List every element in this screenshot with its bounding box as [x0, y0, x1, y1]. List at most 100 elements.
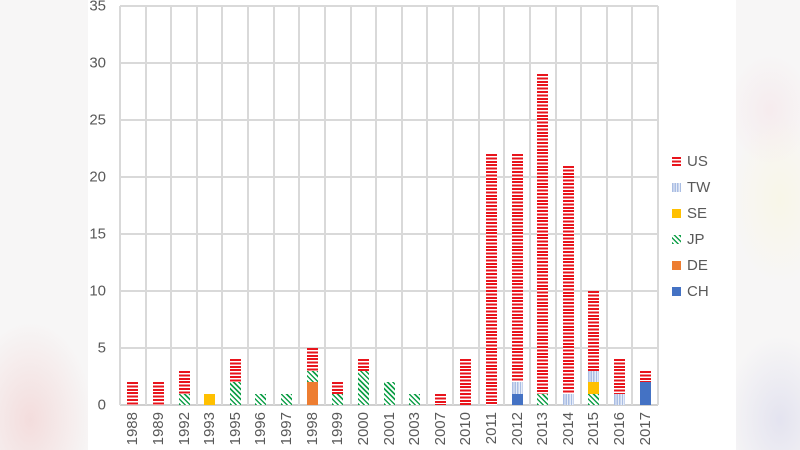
gridline-horizontal — [120, 290, 658, 292]
bar-2012[interactable] — [511, 154, 523, 405]
bar-2003[interactable] — [409, 393, 421, 405]
legend-label: JP — [687, 230, 705, 248]
bar-segment-us[interactable] — [178, 370, 190, 394]
bar-2000[interactable] — [357, 359, 369, 405]
gridline-horizontal — [120, 5, 658, 7]
gridline-horizontal — [120, 119, 658, 121]
x-tick-label: 2016 — [611, 412, 629, 446]
x-tick-label: 2017 — [636, 412, 654, 446]
bar-1989[interactable] — [152, 382, 164, 405]
bar-segment-jp[interactable] — [357, 370, 369, 405]
bar-segment-us[interactable] — [127, 382, 139, 405]
x-tick-label: 2003 — [406, 412, 424, 446]
bar-segment-jp[interactable] — [332, 393, 344, 405]
bar-2007[interactable] — [434, 393, 446, 405]
bar-1997[interactable] — [281, 393, 293, 405]
bar-segment-us[interactable] — [306, 348, 318, 371]
gridline-vertical — [170, 6, 173, 405]
bar-segment-us[interactable] — [562, 165, 574, 394]
bar-1988[interactable] — [127, 382, 139, 405]
bar-1998[interactable] — [306, 348, 318, 405]
bar-1995[interactable] — [229, 359, 241, 405]
legend-item-ch[interactable]: CH — [672, 278, 710, 304]
legend-swatch-icon — [672, 182, 681, 192]
bar-segment-us[interactable] — [229, 359, 241, 383]
y-tick-label: 30 — [89, 54, 106, 72]
bar-segment-us[interactable] — [332, 382, 344, 394]
bar-1999[interactable] — [332, 382, 344, 405]
bar-2011[interactable] — [485, 154, 497, 405]
gridline-vertical — [528, 6, 531, 405]
bar-segment-tw[interactable] — [614, 393, 626, 405]
bar-segment-ch[interactable] — [639, 382, 651, 405]
bar-segment-tw[interactable] — [562, 393, 574, 405]
y-tick-label: 35 — [89, 0, 106, 15]
bar-2014[interactable] — [562, 165, 574, 405]
gridline-horizontal — [120, 233, 658, 235]
legend-item-jp[interactable]: JP — [672, 226, 710, 252]
bar-segment-jp[interactable] — [229, 382, 241, 405]
bar-segment-us[interactable] — [357, 359, 369, 371]
bar-segment-jp[interactable] — [537, 393, 549, 405]
bar-segment-jp[interactable] — [383, 382, 395, 405]
gridline-vertical — [195, 6, 198, 405]
gridline-vertical — [247, 6, 250, 405]
gridline-vertical — [631, 6, 634, 405]
bar-segment-jp[interactable] — [306, 370, 318, 383]
bar-segment-tw[interactable] — [588, 370, 600, 383]
legend-label: SE — [687, 204, 708, 222]
legend: US TW SE JP DE CH — [672, 148, 710, 304]
legend-swatch-icon — [672, 260, 681, 270]
legend-item-se[interactable]: SE — [672, 200, 710, 226]
bar-segment-jp[interactable] — [178, 393, 190, 405]
gridline-horizontal — [120, 347, 658, 349]
gridline-vertical — [375, 6, 378, 405]
bar-segment-tw[interactable] — [511, 382, 523, 394]
gridline-vertical — [144, 6, 147, 405]
bar-1993[interactable] — [204, 393, 216, 405]
bar-segment-jp[interactable] — [281, 393, 293, 405]
bar-segment-jp[interactable] — [409, 393, 421, 405]
bar-segment-jp[interactable] — [588, 393, 600, 405]
legend-swatch-icon — [672, 208, 681, 218]
bar-segment-us[interactable] — [511, 154, 523, 383]
bar-segment-us[interactable] — [485, 154, 497, 405]
x-tick-label: 1992 — [175, 412, 193, 446]
bar-2017[interactable] — [639, 370, 651, 405]
bar-segment-us[interactable] — [152, 382, 164, 405]
plot-area — [119, 5, 659, 406]
bar-segment-ch[interactable] — [511, 393, 523, 405]
x-tick-label: 1989 — [149, 412, 167, 446]
bar-segment-se[interactable] — [588, 382, 600, 394]
bar-segment-us[interactable] — [434, 393, 446, 405]
x-tick-label: 1996 — [252, 412, 270, 446]
bar-2010[interactable] — [460, 359, 472, 405]
bar-2016[interactable] — [614, 359, 626, 405]
bar-segment-us[interactable] — [614, 359, 626, 394]
bar-segment-us[interactable] — [460, 359, 472, 405]
bar-segment-us[interactable] — [588, 291, 600, 371]
bar-2015[interactable] — [588, 291, 600, 405]
legend-label: DE — [687, 256, 708, 274]
legend-item-us[interactable]: US — [672, 148, 710, 174]
y-tick-label: 20 — [89, 168, 106, 186]
bar-segment-se[interactable] — [204, 393, 216, 405]
bar-1996[interactable] — [255, 393, 267, 405]
bar-2013[interactable] — [537, 74, 549, 405]
bar-segment-jp[interactable] — [255, 393, 267, 405]
bar-segment-de[interactable] — [306, 382, 318, 405]
bar-2001[interactable] — [383, 382, 395, 405]
legend-label: US — [687, 152, 708, 170]
bar-1992[interactable] — [178, 370, 190, 405]
legend-item-tw[interactable]: TW — [672, 174, 710, 200]
gridline-horizontal — [120, 62, 658, 64]
bar-segment-us[interactable] — [537, 74, 549, 394]
gridline-vertical — [580, 6, 583, 405]
x-tick-label: 2015 — [585, 412, 603, 446]
bar-segment-us[interactable] — [639, 370, 651, 383]
y-tick-label: 0 — [97, 396, 106, 414]
x-tick-label: 1999 — [329, 412, 347, 446]
legend-item-de[interactable]: DE — [672, 252, 710, 278]
x-tick-label: 1988 — [124, 412, 142, 446]
x-tick-label: 2011 — [482, 412, 500, 445]
